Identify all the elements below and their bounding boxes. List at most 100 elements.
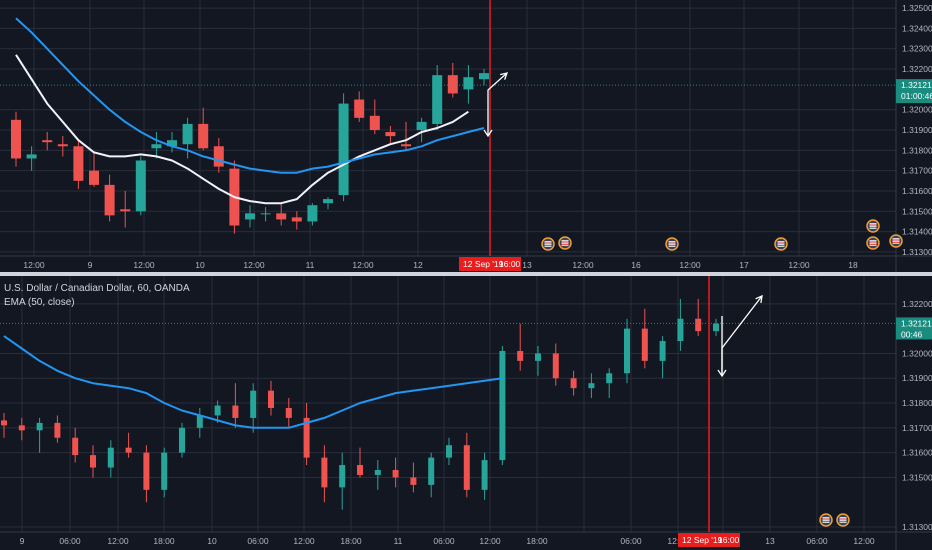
candle-up [338,93,349,202]
candle-body [463,77,474,90]
time-tick-label: 17 [739,260,749,270]
candle-body [182,123,193,145]
event-flag-icon [866,219,880,233]
candle-body [410,477,417,485]
arrow-head [500,72,509,80]
candle-body [198,123,209,149]
candle-body [143,452,150,490]
bottom-chart-pane[interactable]: 1.32200 1.32000 1.31900 1.31800 1.31700 1.316… [0,276,932,550]
candle-down [357,447,363,478]
candles [11,62,489,234]
grid-lines [0,0,896,256]
candle-body [303,417,310,458]
time-axis: 12:00 9 12:00 10 12:00 11 12:00 12 13 12:00 16 12:0… [23,260,858,270]
candle-down [268,380,274,416]
flag-shape [668,241,676,247]
candle-down [42,132,53,151]
candle-body [374,470,381,475]
candle-up [161,447,168,498]
arrow-head [483,129,493,138]
candle-up [214,400,221,423]
candle-body [42,140,53,143]
flag-shape [869,223,877,229]
candle-body [57,144,68,147]
grid-lines [0,276,896,532]
candle-countdown: 00:46 [901,329,923,339]
price-tick-label: 1.31900 [902,373,932,383]
indicator-legend: EMA (50, close) [4,297,75,308]
candle-up [588,373,595,399]
candle-down [410,462,417,493]
candle-body [260,213,271,215]
candle-body [446,445,452,458]
candle-body [196,415,203,428]
candle-down [303,403,310,466]
candle-down [354,91,365,122]
candle-body [245,213,255,220]
candle-down [552,343,559,386]
candle-body [307,205,318,222]
current-price-tag [896,79,932,104]
event-flag-icon [819,513,833,527]
candle-up [260,207,271,222]
top-candlestick-chart[interactable]: 1.32500 1.32400 1.32300 1.32200 1.32000 1.319… [0,0,932,272]
cursor-label-bg [459,257,521,271]
cursor-label-bg [678,533,740,547]
candle-body [213,146,224,167]
candle-down [90,445,96,478]
candle-body [89,170,99,185]
arrow-head [755,294,763,304]
bottom-candlestick-chart[interactable]: 1.32200 1.32000 1.31900 1.31800 1.31700 1.316… [0,276,932,550]
time-tick-label: 13 [522,260,532,270]
price-tick-label: 1.32000 [902,348,932,358]
candle-up [250,383,257,433]
candle-body [73,146,84,181]
time-tick-label: 12:00 [572,260,594,270]
cursor-date: 12 Sep '19 [682,535,723,545]
flag-shape [544,241,552,247]
event-flag-icon [889,234,903,248]
candle-body [695,318,702,332]
time-tick-label: 18:00 [526,536,548,546]
candle-up [245,205,255,228]
candle-body [392,470,399,478]
price-tick-label: 1.31700 [902,423,932,433]
top-chart-pane[interactable]: 1.32500 1.32400 1.32300 1.32200 1.32000 1.319… [0,0,932,272]
flag-shape [777,241,785,247]
current-price-value: 1.32121 [901,80,932,90]
time-tick-label: 06:00 [620,536,642,546]
candle-body [11,119,21,159]
time-tick-label: 12:00 [133,260,155,270]
price-tick-label: 1.31800 [902,398,932,408]
current-price-value: 1.32121 [901,318,932,328]
candle-body [179,427,185,453]
candle-up [374,460,381,490]
candle-body [357,465,363,475]
candle-body [214,405,221,416]
candle-body [232,405,239,418]
candle-body [385,132,396,137]
cursor-date: 12 Sep '19 [463,259,504,269]
pane-divider[interactable] [0,272,932,276]
time-tick-label: 06:00 [806,536,828,546]
candle-up [463,64,474,104]
symbol-legend: U.S. Dollar / Canadian Dollar, 60, OANDA [4,283,190,294]
candle-up [135,156,146,216]
candle-down [291,211,302,230]
candle-up [182,117,193,159]
price-tick-label: 1.31400 [902,227,932,237]
candle-body [18,425,25,431]
candle-body [517,350,524,361]
candle-body [54,422,61,438]
price-tick-label: 1.32500 [902,3,932,13]
candle-body [606,373,613,384]
time-tick-label: 12:00 [243,260,265,270]
candle-down [232,383,239,428]
candle-body [677,318,684,342]
price-tick-label: 1.31600 [902,186,932,196]
candle-body [624,328,630,374]
candle-down [198,107,209,151]
candle-body [416,121,427,131]
candle-up [307,203,318,226]
candle-up [446,437,452,466]
